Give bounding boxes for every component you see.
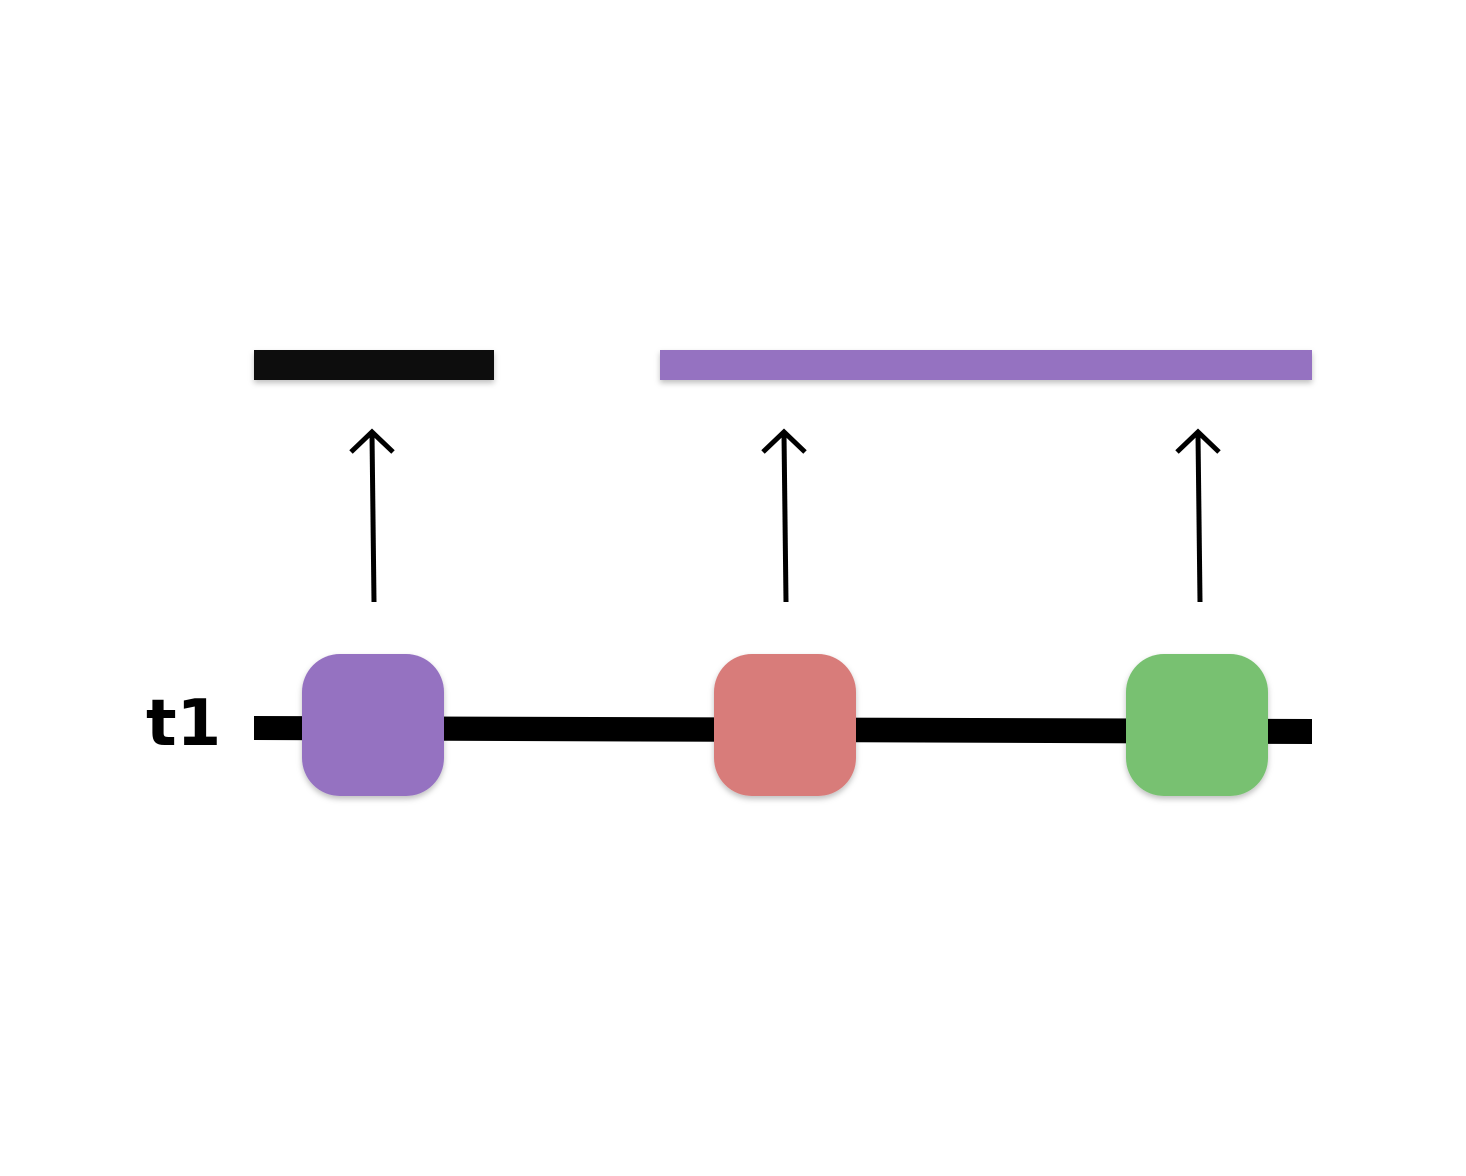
up-arrow-1 — [349, 428, 395, 603]
purple-output-bar — [660, 350, 1312, 380]
black-output-bar — [254, 350, 494, 380]
up-arrow-2 — [761, 428, 807, 603]
arrows-group — [349, 428, 1221, 603]
red-node — [714, 654, 856, 796]
up-arrow-3 — [1175, 428, 1221, 603]
green-node — [1126, 654, 1268, 796]
purple-node — [302, 654, 444, 796]
timeline-label: t1 — [146, 687, 221, 761]
